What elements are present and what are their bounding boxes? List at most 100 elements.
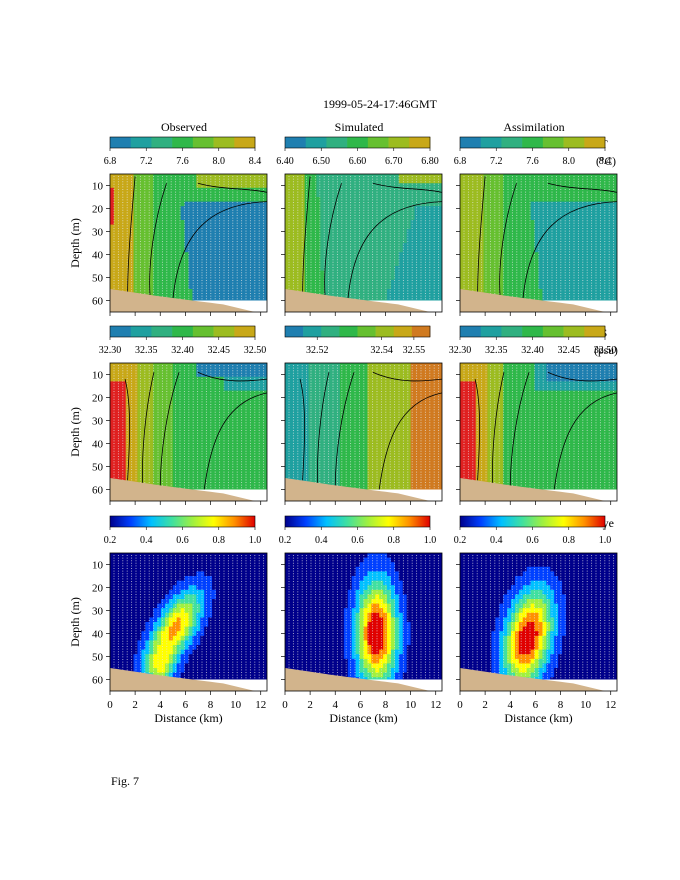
- colorbar-swatch: [357, 326, 376, 337]
- colorbar-swatch: [192, 326, 214, 337]
- colorbar-tick-label: 32.50: [594, 345, 617, 356]
- y-tick-label: 60: [92, 296, 104, 308]
- colorbar-tick-label: 32.35: [135, 345, 158, 356]
- heatmap: [281, 173, 443, 316]
- panel-frame: [459, 362, 618, 502]
- panel-frame: [109, 362, 268, 502]
- colorbar-swatch: [321, 326, 340, 337]
- colorbar-swatch: [347, 137, 369, 148]
- colorbar: 6.8 7.2 7.6 8.0 8.4: [454, 136, 612, 167]
- contour-line: [197, 371, 267, 382]
- x-tick-label: 6: [358, 699, 364, 711]
- panel-frame: [109, 552, 268, 692]
- contour-line: [553, 392, 617, 490]
- figure-title: 1999-05-24-17:46GMT: [323, 97, 438, 111]
- contour-line: [317, 372, 330, 485]
- contour-line: [474, 379, 481, 481]
- colorbar-swatch: [130, 137, 152, 148]
- unit-label: (°C): [596, 156, 616, 168]
- panel: Assimilation 6.8 7.2 7.6 8.0 8.4: [454, 120, 618, 316]
- colorbar-swatch: [192, 137, 214, 148]
- y-tick-label: 50: [92, 652, 104, 664]
- colorbar-tick-label: 32.40: [171, 345, 194, 356]
- x-axis-label: Distance (km): [329, 711, 397, 725]
- panel: Simulated 6.40 6.50 6.60 6.70 6.80: [276, 120, 443, 316]
- contour-line: [372, 182, 442, 193]
- colorbar-tick-label: 1.0: [599, 535, 612, 546]
- y-tick-label: 40: [92, 250, 104, 262]
- heatmap: 10 20 30 40 50 60 Depth (m) 0 2 4 6 8 10 12 Distance (…: [68, 552, 268, 725]
- colorbar: 0.2 0.4 0.6 0.8 1.0: [454, 515, 612, 546]
- panel: 32.30 32.35 32.40 32.45 32.50: [449, 325, 618, 505]
- colorbar-tick-label: 32.35: [485, 345, 508, 356]
- colorbar-swatch: [339, 326, 358, 337]
- colorbar-swatch: [375, 326, 395, 337]
- heatmap: 0 2 4 6 8 10 12 Distance (km): [456, 552, 618, 725]
- colorbar-tick-label: 8.0: [563, 156, 576, 167]
- colorbar-swatch: [501, 137, 523, 148]
- colorbar-tick-label: 6.40: [276, 156, 294, 167]
- column-title: Assimilation: [503, 120, 564, 134]
- colorbar-tick-label: 32.30: [449, 345, 472, 356]
- colorbar-tick-label: 6.70: [385, 156, 403, 167]
- colorbar-swatch: [326, 137, 348, 148]
- colorbar-tick-label: 0.4: [140, 535, 153, 546]
- x-tick-label: 12: [430, 699, 441, 711]
- panel: 0.2 0.4 0.6 0.8 1.0 0 2 4 6 8 10 12 Distance (km): [279, 515, 443, 725]
- colorbar-swatch: [234, 326, 256, 337]
- x-tick-label: 0: [457, 699, 463, 711]
- heatmap: [456, 173, 618, 316]
- colorbar-swatch: [584, 137, 606, 148]
- x-tick-label: 10: [230, 699, 242, 711]
- contour-line: [509, 372, 530, 488]
- panel: 0.2 0.4 0.6 0.8 1.0 10 20 30 40 50 60 Depth (m) 0 2 4 6…: [68, 515, 268, 725]
- colorbar-tick-label: 0.2: [279, 535, 292, 546]
- x-tick-label: 12: [255, 699, 266, 711]
- colorbar: 32.52 32.54 32.55: [284, 325, 431, 356]
- colorbar-swatch: [213, 326, 235, 337]
- y-tick-label: 60: [92, 675, 104, 687]
- y-tick-label: 30: [92, 606, 104, 618]
- panel-frame: [459, 173, 618, 313]
- heatmap: 0 2 4 6 8 10 12 Distance (km): [281, 552, 443, 725]
- y-axis-label: Depth (m): [68, 218, 82, 268]
- colorbar: 32.30 32.35 32.40 32.45 32.50: [449, 325, 617, 356]
- contour-line: [499, 183, 517, 299]
- colorbar-swatch: [563, 137, 585, 148]
- colorbar-swatch: [480, 326, 502, 337]
- colorbar-tick-label: 8.4: [599, 156, 612, 167]
- colorbar-tick-label: 7.6: [176, 156, 189, 167]
- heatmap: 10 20 30 40 50 60 Depth (m): [68, 173, 268, 316]
- x-tick-label: 10: [405, 699, 417, 711]
- colorbar-gradient: [109, 515, 256, 528]
- contour-line: [299, 379, 306, 481]
- colorbar-frame: [284, 325, 431, 338]
- colorbar-tick-label: 32.52: [306, 345, 329, 356]
- colorbar-tick-label: 32.50: [244, 345, 267, 356]
- x-tick-label: 8: [383, 699, 389, 711]
- x-tick-label: 2: [482, 699, 488, 711]
- colorbar-tick-label: 6.50: [313, 156, 331, 167]
- colorbar-swatch: [172, 137, 194, 148]
- y-axis-label: Depth (m): [68, 597, 82, 647]
- colorbar-tick-label: 8.4: [249, 156, 262, 167]
- contour-line: [492, 372, 505, 485]
- colorbar: 6.40 6.50 6.60 6.70 6.80: [276, 136, 439, 167]
- y-tick-label: 10: [92, 560, 104, 572]
- colorbar-tick-label: 0.2: [104, 535, 117, 546]
- colorbar-swatch: [285, 326, 304, 337]
- colorbar-tick-label: 0.6: [351, 535, 364, 546]
- colorbar-gradient: [459, 515, 606, 528]
- unit-label: (psu): [594, 345, 618, 357]
- colorbar: 6.8 7.2 7.6 8.0 8.4: [104, 136, 262, 167]
- colorbar-swatch: [411, 326, 431, 337]
- seafloor: [460, 668, 617, 691]
- contour-line: [127, 176, 136, 296]
- panel-grid: T(°C)Observed6.87.27.68.08.4102030405060…: [68, 120, 618, 725]
- colorbar-swatch: [234, 137, 256, 148]
- colorbar-swatch: [460, 137, 482, 148]
- colorbar-tick-label: 32.55: [403, 345, 426, 356]
- panel: 32.52 32.54 32.55: [281, 325, 443, 505]
- colorbar-tick-label: 32.40: [521, 345, 544, 356]
